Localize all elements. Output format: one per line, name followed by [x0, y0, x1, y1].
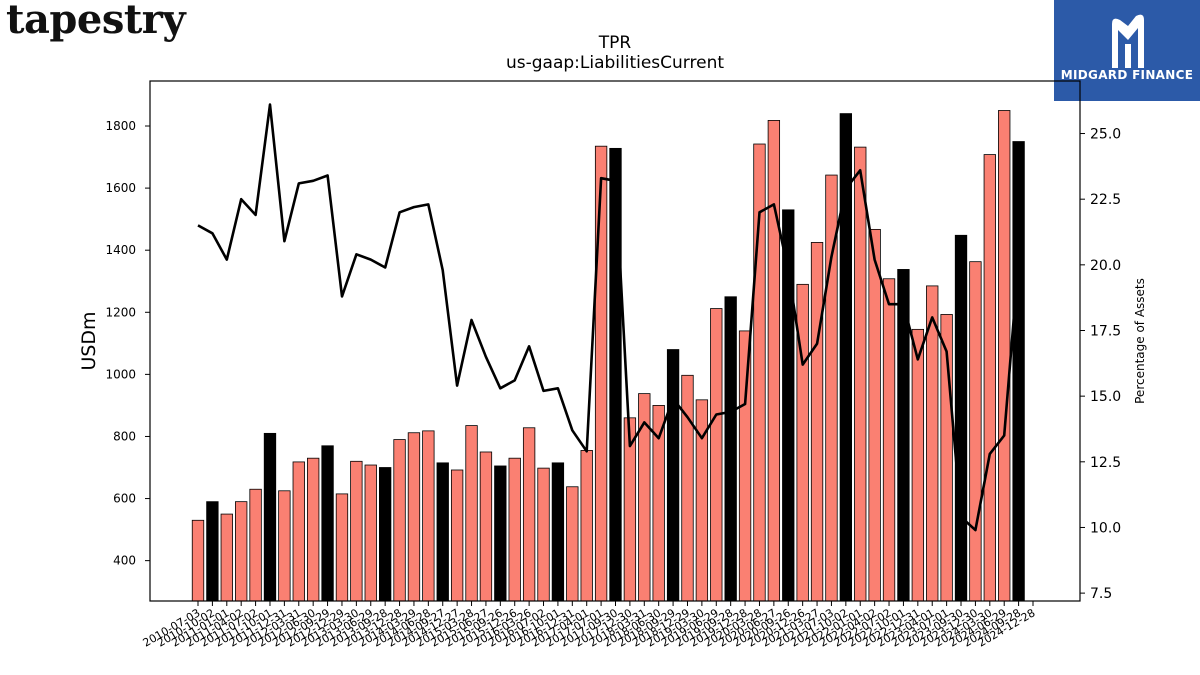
- bar: [465, 425, 478, 602]
- bar: [983, 154, 996, 602]
- axes: 400 600 800 1000 1200 1400 1600 1800 7.5 10.0 12.5…: [105, 80, 1121, 650]
- bar: [810, 242, 824, 602]
- y-tick-label: 1800: [105, 119, 136, 133]
- y2-tick-label: 20.0: [1090, 258, 1121, 274]
- midgard-finance-wordmark: MIDGARD FINANCE: [1060, 68, 1194, 82]
- bar: [292, 461, 305, 602]
- bar: [335, 493, 349, 602]
- bar: [767, 120, 781, 602]
- bar: [738, 330, 752, 602]
- bar: [681, 374, 694, 602]
- bar: [450, 469, 464, 602]
- y-tick-label: 800: [113, 429, 136, 443]
- bar: [594, 145, 608, 602]
- y2-tick-label: 7.5: [1090, 586, 1112, 602]
- bar: [998, 110, 1011, 602]
- bar: [724, 296, 737, 602]
- bar: [566, 486, 579, 602]
- bar: [307, 457, 320, 602]
- y-axis-label: USDm: [78, 311, 100, 370]
- bar: [854, 146, 867, 602]
- chart-title: TPR: [598, 33, 632, 53]
- bar: [220, 513, 233, 602]
- y2-tick-label: 10.0: [1090, 520, 1121, 536]
- bar: [321, 445, 334, 602]
- bar: [522, 427, 536, 602]
- bar: [911, 328, 924, 602]
- bar: [969, 261, 982, 602]
- bar: [954, 234, 968, 602]
- y2-axis-label: Percentage of Assets: [1133, 278, 1147, 404]
- bar: [609, 147, 622, 602]
- y-tick-label: 1600: [105, 181, 136, 195]
- bar: [479, 451, 493, 602]
- bar: [378, 467, 392, 602]
- bar: [422, 430, 435, 602]
- bar: [868, 228, 881, 602]
- bar: [364, 464, 377, 602]
- midgard-m-icon: [1112, 14, 1144, 69]
- y-tick-label: 1200: [105, 305, 136, 319]
- bar: [206, 501, 219, 602]
- tapestry-logo: tapestry: [6, 0, 186, 43]
- bar: [580, 450, 593, 602]
- bar: [278, 490, 291, 602]
- y2-tick-label: 22.5: [1090, 192, 1121, 208]
- y-tick-label: 1400: [105, 243, 136, 257]
- bar: [393, 439, 406, 602]
- bar-series: [191, 110, 1025, 602]
- y2-tick-label: 15.0: [1090, 389, 1121, 405]
- bar: [508, 457, 521, 602]
- bar: [494, 465, 507, 602]
- pct-assets-line: [197, 103, 1020, 532]
- midgard-finance-logo: MIDGARD FINANCE: [1054, 0, 1200, 101]
- y2-tick-label: 25.0: [1090, 127, 1121, 143]
- y2-tick-label: 17.5: [1090, 323, 1121, 339]
- bar: [436, 462, 449, 602]
- y-tick-label: 600: [113, 492, 136, 506]
- y2-tick-label: 12.5: [1090, 455, 1121, 471]
- bar: [249, 488, 262, 602]
- bar: [263, 432, 277, 602]
- bar: [407, 432, 421, 602]
- bar: [882, 278, 896, 602]
- line-series: [197, 103, 1020, 532]
- bar: [350, 460, 363, 602]
- bar: [537, 467, 550, 602]
- y-tick-label: 400: [113, 554, 136, 568]
- bar: [710, 308, 723, 602]
- y-tick-label: 1000: [105, 367, 136, 381]
- bar: [191, 519, 205, 602]
- bar: [235, 501, 248, 602]
- bar: [1012, 141, 1025, 602]
- chart-subtitle: us-gaap:LiabilitiesCurrent: [506, 53, 724, 73]
- bar: [666, 349, 680, 602]
- bar: [926, 285, 939, 602]
- bar: [551, 462, 565, 602]
